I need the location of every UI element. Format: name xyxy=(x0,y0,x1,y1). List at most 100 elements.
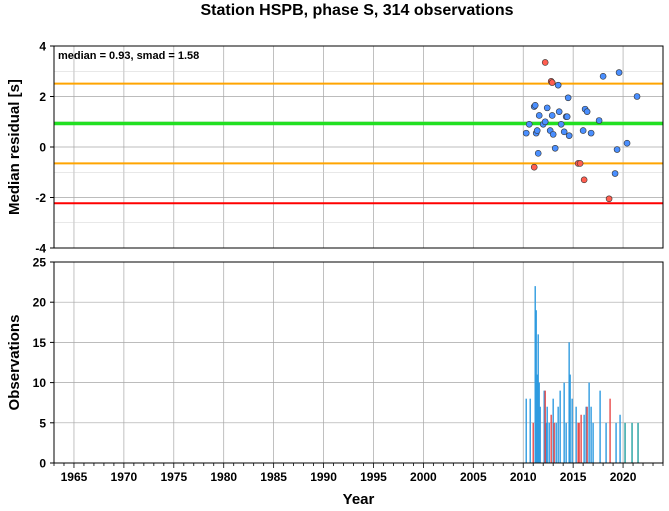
x-tick-label: 1990 xyxy=(310,470,337,484)
residual-point xyxy=(531,102,539,109)
residual-point xyxy=(534,150,542,157)
observation-bar xyxy=(631,422,633,463)
observation-bar xyxy=(590,406,592,463)
observation-bar xyxy=(534,286,536,463)
observation-bars xyxy=(525,286,639,463)
observation-bar xyxy=(557,406,559,463)
observation-bar xyxy=(546,406,548,463)
chart-title: Station HSPB, phase S, 314 observations xyxy=(201,2,514,19)
y-tick-label: 2 xyxy=(39,90,46,104)
residual-point xyxy=(613,146,621,153)
observation-bar xyxy=(553,422,555,463)
observation-bar xyxy=(575,406,577,463)
y-tick-label: -2 xyxy=(35,191,46,205)
y-tick-label: 4 xyxy=(39,40,46,54)
x-tick-label: 1970 xyxy=(111,470,138,484)
residual-points xyxy=(522,59,641,203)
residual-point xyxy=(615,69,623,76)
observation-bar xyxy=(563,382,565,463)
observation-bar xyxy=(538,382,540,463)
residual-point xyxy=(623,139,631,147)
observations-y-label: Observations xyxy=(6,315,23,411)
residual-point xyxy=(541,118,549,126)
x-tick-label: 2010 xyxy=(510,470,537,484)
observation-bar xyxy=(568,342,570,463)
x-tick-label: 1985 xyxy=(260,470,287,484)
observation-bar xyxy=(569,374,571,463)
residual-point xyxy=(563,113,571,120)
residual-point xyxy=(599,73,607,80)
observation-bar xyxy=(548,422,550,463)
residual-point xyxy=(611,170,619,177)
x-tick-label: 2020 xyxy=(610,470,637,484)
observation-bar xyxy=(624,422,626,463)
observation-bar xyxy=(543,390,545,463)
observation-bar xyxy=(586,406,588,463)
observation-bar xyxy=(619,414,621,463)
observation-bar xyxy=(536,374,538,463)
observation-bar xyxy=(592,422,594,463)
observation-bar xyxy=(580,414,582,463)
observation-bar xyxy=(571,398,573,463)
y-tick-label: -4 xyxy=(35,242,46,256)
x-tick-label: 2015 xyxy=(560,470,587,484)
residual-point xyxy=(525,120,533,128)
residual-point xyxy=(580,176,588,184)
y-tick-label: 25 xyxy=(33,256,47,270)
residual-grid xyxy=(54,45,663,249)
observations-y-axis: 0 5 10 15 20 25 xyxy=(33,256,54,471)
residual-point xyxy=(543,104,551,112)
observation-bar xyxy=(565,422,567,463)
residual-point xyxy=(548,112,556,119)
x-tick-label: 2005 xyxy=(460,470,487,484)
observation-bar xyxy=(583,414,585,463)
observation-bar xyxy=(550,414,552,463)
y-tick-label: 0 xyxy=(39,457,46,471)
observation-bar xyxy=(605,422,607,463)
x-tick-label: 1995 xyxy=(360,470,387,484)
median-smad-annotation: median = 0.93, smad = 1.58 xyxy=(58,50,199,62)
residual-point xyxy=(549,131,557,138)
observation-bar xyxy=(578,422,580,463)
x-tick-label: 1975 xyxy=(160,470,187,484)
observation-bar xyxy=(559,390,561,463)
y-tick-label: 15 xyxy=(33,336,47,350)
observation-bar xyxy=(588,382,590,463)
x-tick-label: 1965 xyxy=(61,470,88,484)
x-tick-label: 2000 xyxy=(410,470,437,484)
observation-bar xyxy=(535,310,537,463)
x-tick-label: 1980 xyxy=(210,470,237,484)
residual-point xyxy=(576,160,584,167)
observation-bar xyxy=(637,422,639,463)
observations-bar-panel: 0 5 10 15 20 25 1965 1970 1975 1980 1985 1990 1995 2… xyxy=(6,256,664,508)
residual-point xyxy=(583,108,591,115)
residual-point xyxy=(579,127,587,134)
observation-bar xyxy=(552,398,554,463)
observation-bar xyxy=(599,390,601,463)
y-tick-label: 10 xyxy=(33,376,47,390)
observation-bar xyxy=(585,406,587,463)
y-tick-label: 0 xyxy=(39,141,46,155)
residual-point xyxy=(548,79,556,86)
residual-point xyxy=(555,108,563,115)
residual-point xyxy=(557,120,565,128)
observation-bar xyxy=(555,422,557,463)
residual-point xyxy=(535,112,543,119)
observation-bar xyxy=(537,334,539,463)
residual-point xyxy=(587,129,595,137)
observation-bar xyxy=(577,422,579,463)
observation-bar xyxy=(529,398,531,463)
residual-point xyxy=(605,195,613,203)
residual-point xyxy=(560,128,568,136)
residual-point xyxy=(533,127,541,134)
reference-lines xyxy=(54,82,663,205)
residual-point xyxy=(541,59,549,66)
observation-bar xyxy=(609,398,611,463)
observation-bar xyxy=(532,422,534,463)
y-tick-label: 5 xyxy=(39,416,46,430)
observation-bar xyxy=(539,406,541,463)
observation-bar xyxy=(544,390,546,463)
y-tick-label: 20 xyxy=(33,296,47,310)
observation-bar xyxy=(545,422,547,463)
